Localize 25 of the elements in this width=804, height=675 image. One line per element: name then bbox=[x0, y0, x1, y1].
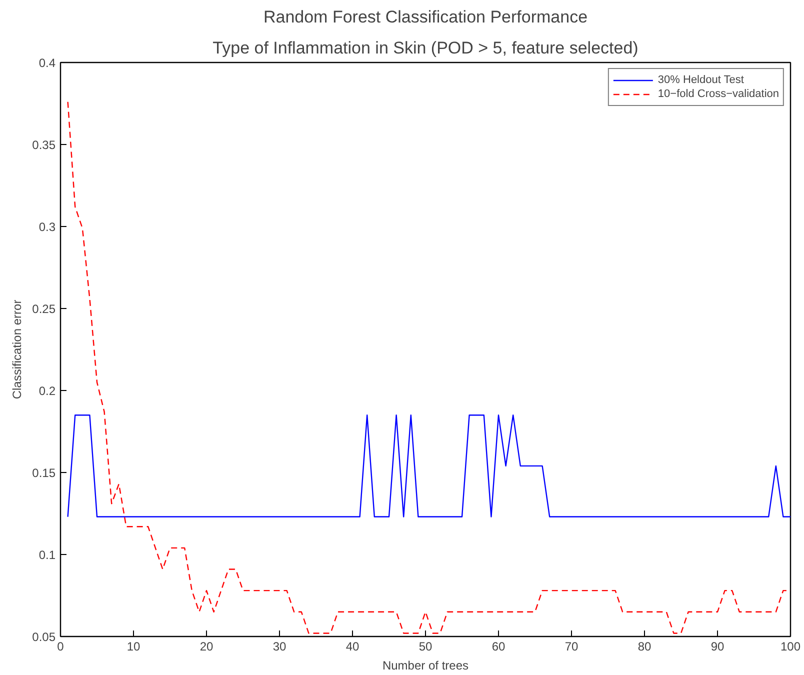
x-tick-label: 30 bbox=[272, 640, 286, 654]
y-tick-label: 0.15 bbox=[32, 466, 56, 480]
y-tick-label: 0.35 bbox=[32, 138, 56, 152]
x-tick-label: 70 bbox=[564, 640, 578, 654]
y-tick-label: 0.05 bbox=[32, 630, 56, 644]
chart-title: Random Forest Classification Performance bbox=[263, 8, 588, 26]
y-tick-label: 0.4 bbox=[38, 56, 56, 70]
y-axis-title: Classification error bbox=[10, 300, 24, 400]
chart-subtitle: Type of Inflammation in Skin (POD > 5, feature selected) bbox=[212, 38, 638, 58]
x-tick-label: 20 bbox=[200, 640, 214, 654]
y-tick-label: 0.25 bbox=[32, 302, 56, 316]
x-tick-label: 80 bbox=[638, 640, 652, 654]
y-tick-label: 0.3 bbox=[38, 220, 56, 234]
legend-label: 30% Heldout Test bbox=[658, 73, 744, 87]
y-tick-label: 0.1 bbox=[38, 548, 56, 562]
y-tick-label: 0.2 bbox=[38, 384, 56, 398]
x-axis-title: Number of trees bbox=[382, 658, 469, 672]
x-tick-label: 60 bbox=[492, 640, 506, 654]
x-tick-label: 10 bbox=[126, 640, 140, 654]
legend-label: 10−fold Cross−validation bbox=[658, 87, 779, 101]
x-tick-label: 90 bbox=[710, 640, 724, 654]
x-tick-label: 50 bbox=[418, 640, 432, 654]
x-tick-label: 100 bbox=[780, 640, 801, 654]
x-tick-label: 0 bbox=[57, 640, 64, 654]
x-tick-label: 40 bbox=[346, 640, 360, 654]
